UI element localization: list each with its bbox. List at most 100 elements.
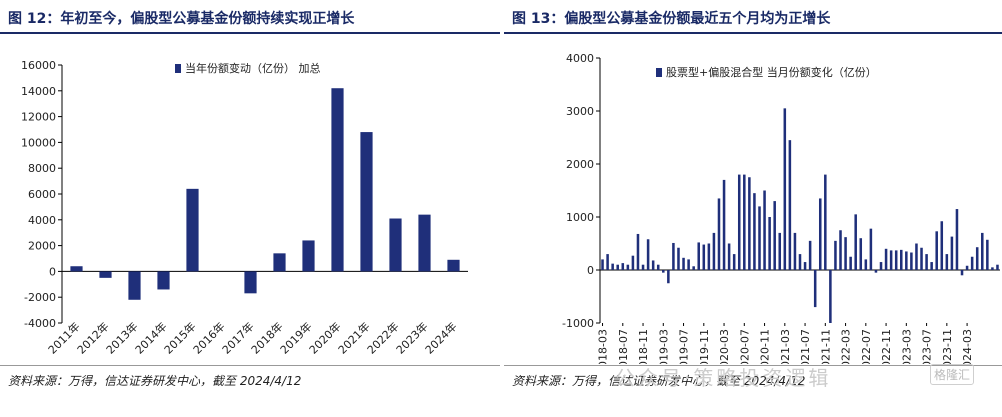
bar (672, 242, 675, 270)
x-tick-label: 2018年 (248, 319, 285, 356)
y-tick-label: -4000 (24, 317, 56, 330)
y-tick-label: -2000 (24, 291, 56, 304)
x-tick-label: 2019年 (277, 319, 314, 356)
bar (418, 214, 431, 272)
bar (874, 270, 878, 273)
x-tick-label: 2018-07 (617, 329, 630, 364)
x-tick-label: 2022-03 (840, 329, 853, 364)
x-tick-label: 2013年 (103, 319, 140, 356)
bar (302, 240, 315, 272)
bar (360, 132, 373, 272)
bar (905, 251, 908, 270)
brand-logo: 格隆汇 (930, 364, 975, 385)
y-tick-label: 3000 (566, 105, 594, 118)
x-tick-label: 2019-11 (698, 329, 711, 364)
bar (788, 140, 792, 270)
bar (813, 270, 817, 308)
x-tick-label: 2014年 (132, 319, 169, 356)
bar (662, 270, 665, 273)
x-tick-label: 2019-03 (657, 329, 670, 364)
bar (839, 230, 842, 270)
bar (900, 249, 903, 270)
bar (70, 266, 83, 272)
bar (783, 108, 787, 270)
bar (99, 271, 112, 278)
bar (824, 174, 827, 270)
y-tick-label: 16000 (21, 59, 56, 72)
bar (935, 231, 938, 270)
right-bar-chart: -1000 0 1000 2000 3000 4000 股票型+偏股混合型 当月份额变化（亿… (562, 52, 1000, 364)
x-tick-label: 2022年 (364, 319, 401, 356)
right-source-note: 资料来源：万得，信达证券研发中心，截至 2024/4/12 (512, 374, 806, 388)
x-tick-label: 2021-07 (799, 329, 812, 364)
x-tick-label: 2022-11 (880, 329, 893, 364)
bar (702, 244, 706, 270)
legend-label: 股票型+偏股混合型 当月份额变化（亿份） (666, 65, 877, 79)
bar (677, 247, 680, 270)
bar (930, 262, 933, 270)
bar (945, 254, 949, 270)
legend-swatch (656, 68, 662, 77)
bar (986, 239, 989, 270)
x-tick-label: 2023-03 (900, 329, 913, 364)
bar (616, 264, 619, 270)
bar (768, 217, 771, 270)
x-tick-label: 2021-03 (779, 329, 792, 364)
x-tick-label: 2023-07 (921, 329, 934, 364)
bar (829, 270, 832, 323)
title-rule (0, 32, 500, 34)
watermark-text: 公众号·策略投资逻辑 (615, 366, 832, 390)
left-chart-panel: 图 12：年初至今，偏股型公募基金份额持续实现正增长 -4000 -2000 0 20… (0, 0, 500, 417)
y-tick-label: 12000 (21, 111, 56, 124)
bar (793, 232, 797, 270)
bar (687, 259, 690, 270)
x-tick-label: 2019-07 (678, 329, 691, 364)
bar (157, 271, 170, 290)
bar (651, 260, 655, 270)
bar (626, 264, 630, 270)
bar (798, 254, 802, 270)
bar (186, 188, 199, 272)
x-tick-label: 2020年 (306, 319, 343, 356)
bar (712, 232, 716, 270)
y-tick-label: 14000 (21, 85, 56, 98)
bar (975, 247, 979, 270)
bar (910, 252, 913, 270)
bar (864, 259, 868, 270)
x-tick-label: 2024-03 (961, 329, 974, 364)
x-tick-label: 2024年 (422, 319, 459, 356)
bar (692, 266, 695, 270)
bar (601, 259, 604, 270)
bar (389, 218, 402, 272)
bar (128, 271, 141, 300)
bar (940, 221, 944, 270)
bar (631, 255, 635, 270)
right-chart-panel: 图 13：偏股型公募基金份额最近五个月均为正增长 -1000 0 1000 2000 3… (504, 0, 1002, 417)
y-tick-label: 0 (49, 265, 56, 278)
bar (667, 270, 670, 284)
bar (753, 193, 756, 270)
y-tick-label: 2000 (566, 158, 594, 171)
bar (950, 236, 954, 270)
left-chart-title: 图 12：年初至今，偏股型公募基金份额持续实现正增长 (8, 11, 355, 27)
bar (656, 264, 660, 270)
y-tick-label: 10000 (21, 136, 56, 149)
bar (849, 256, 852, 270)
bar (758, 206, 761, 270)
bar (732, 254, 736, 270)
bar (737, 174, 741, 270)
bar (879, 262, 883, 270)
x-tick-label: 2017年 (219, 319, 256, 356)
legend-swatch (175, 64, 181, 73)
bar (996, 264, 999, 270)
source-rule (0, 365, 500, 366)
bar (682, 257, 685, 270)
bar (722, 179, 726, 270)
bar (965, 265, 969, 270)
bar (273, 253, 286, 272)
x-tick-label: 2020-11 (759, 329, 772, 364)
bar (869, 228, 873, 270)
x-tick-label: 2018-03 (597, 329, 610, 364)
bar (743, 174, 746, 270)
bar (447, 259, 460, 272)
